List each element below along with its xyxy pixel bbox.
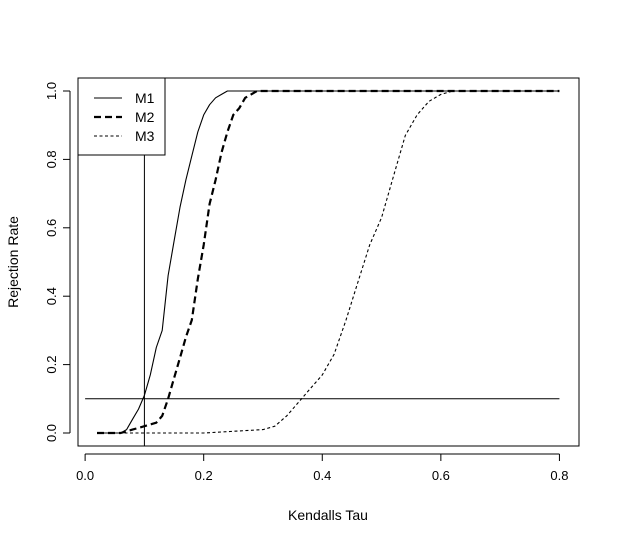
legend-label-m3: M3 (135, 128, 155, 144)
y-tick-label: 0.0 (44, 424, 59, 442)
series-layer (97, 89, 560, 435)
y-tick-label: 0.8 (44, 150, 59, 168)
x-tick-label: 0.0 (76, 468, 94, 483)
series-line-m2 (97, 89, 560, 435)
y-tick-label: 1.0 (44, 82, 59, 100)
legend-label-m1: M1 (135, 90, 155, 106)
series-line-m1 (97, 90, 560, 434)
x-axis: 0.0 0.2 0.4 0.6 0.8 (76, 453, 568, 483)
series-line-m3 (97, 90, 560, 434)
y-axis-label: Rejection Rate (5, 216, 21, 308)
y-tick-label: 0.4 (44, 287, 59, 305)
x-tick-label: 0.8 (550, 468, 568, 483)
legend-label-m2: M2 (135, 109, 155, 125)
y-tick-label: 0.6 (44, 219, 59, 237)
legend: M1 M2 M3 (77, 77, 166, 156)
y-axis: 0.0 0.2 0.4 0.6 0.8 1.0 (44, 82, 71, 442)
y-tick-label: 0.2 (44, 356, 59, 374)
x-axis-label: Kendalls Tau (288, 507, 368, 523)
x-tick-label: 0.2 (195, 468, 213, 483)
x-tick-label: 0.6 (432, 468, 450, 483)
x-tick-label: 0.4 (313, 468, 331, 483)
plot-frame (77, 77, 580, 447)
